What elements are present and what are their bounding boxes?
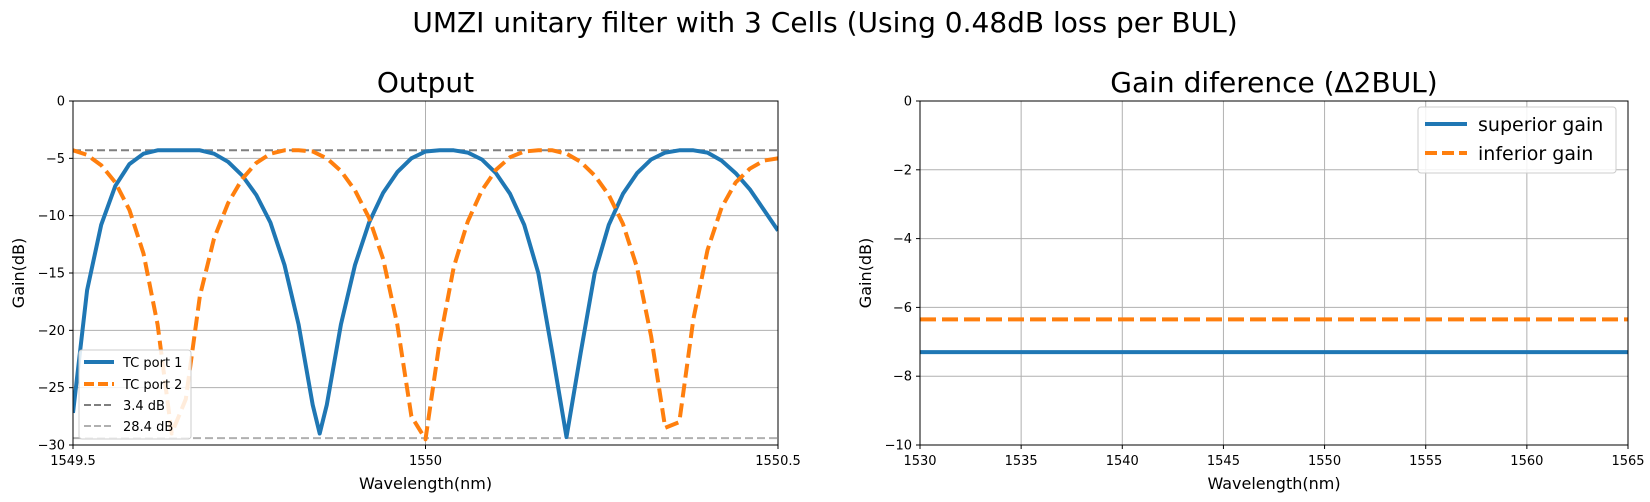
output-x-tick-label: 1550 bbox=[409, 454, 442, 469]
output-y-tick-label: −25 bbox=[38, 381, 65, 396]
output-y-tick-label: −30 bbox=[38, 439, 65, 454]
gain-difference-y-ticks: −10 −8 −6 −4 −2 0 bbox=[885, 95, 920, 454]
figure-suptitle: UMZI unitary filter with 3 Cells (Using … bbox=[412, 6, 1237, 39]
gain-difference-y-tick-label: −4 bbox=[893, 232, 912, 247]
output-series-tc-port-1 bbox=[73, 148, 778, 439]
output-y-tick-label: 0 bbox=[57, 95, 65, 110]
legend-label-inferior-gain: inferior gain bbox=[1478, 143, 1593, 165]
output-legend: TC port 1 TC port 2 3.4 dB 28.4 dB bbox=[78, 349, 192, 440]
output-x-ticks: 1549.5 1550 1550.5 bbox=[50, 445, 801, 469]
legend-label-tc-port-1: TC port 1 bbox=[122, 356, 182, 371]
legend-label-28-4db: 28.4 dB bbox=[123, 420, 173, 435]
gain-difference-plot-area bbox=[920, 317, 1628, 355]
gain-difference-y-tick-label: −8 bbox=[893, 370, 912, 385]
output-y-tick-label: −5 bbox=[46, 152, 65, 167]
gain-difference-y-tick-label: −2 bbox=[893, 163, 912, 178]
gain-difference-x-tick-label: 1535 bbox=[1005, 454, 1038, 469]
gain-difference-x-axis-label: Wavelength(nm) bbox=[1207, 474, 1340, 493]
output-y-ticks: −30 −25 −20 −15 −10 −5 0 bbox=[38, 95, 73, 454]
gain-difference-panel: Gain diference (Δ2BUL) 1530 1535 1540 1545 1… bbox=[856, 66, 1645, 493]
gain-difference-legend-box bbox=[1417, 106, 1617, 174]
output-y-axis-label: Gain(dB) bbox=[9, 238, 28, 308]
gain-difference-y-tick-label: −10 bbox=[885, 439, 912, 454]
gain-difference-y-axis-label: Gain(dB) bbox=[856, 238, 875, 308]
gain-difference-x-tick-label: 1555 bbox=[1409, 454, 1442, 469]
gain-difference-x-tick-label: 1565 bbox=[1611, 454, 1644, 469]
legend-label-3-4db: 3.4 dB bbox=[123, 399, 165, 414]
gain-difference-y-tick-label: −6 bbox=[893, 301, 912, 316]
gain-difference-legend: superior gain inferior gain bbox=[1417, 106, 1617, 174]
gain-difference-y-tick-label: 0 bbox=[904, 95, 912, 110]
output-x-tick-label: 1549.5 bbox=[50, 454, 96, 469]
gain-difference-x-tick-label: 1545 bbox=[1207, 454, 1240, 469]
output-legend-box bbox=[78, 349, 192, 440]
output-y-tick-label: −10 bbox=[38, 209, 65, 224]
output-y-tick-label: −20 bbox=[38, 324, 65, 339]
output-x-tick-label: 1550.5 bbox=[755, 454, 801, 469]
gain-difference-x-tick-label: 1540 bbox=[1106, 454, 1139, 469]
gain-difference-x-tick-label: 1530 bbox=[903, 454, 936, 469]
gain-difference-x-ticks: 1530 1535 1540 1545 1550 1555 1560 1565 bbox=[903, 445, 1645, 469]
legend-label-superior-gain: superior gain bbox=[1478, 114, 1603, 136]
output-title: Output bbox=[377, 66, 474, 99]
legend-label-tc-port-2: TC port 2 bbox=[122, 378, 182, 393]
output-panel: Output 1549.5 1550 1550.5 −30−25−20−15−10−… bbox=[9, 66, 801, 493]
gain-difference-x-tick-label: 1560 bbox=[1510, 454, 1543, 469]
output-x-axis-label: Wavelength(nm) bbox=[359, 474, 492, 493]
gain-difference-title: Gain diference (Δ2BUL) bbox=[1110, 66, 1437, 99]
gain-difference-x-tick-label: 1550 bbox=[1308, 454, 1341, 469]
output-y-tick-label: −15 bbox=[38, 267, 65, 282]
gain-difference-axes-frame bbox=[919, 100, 1629, 446]
